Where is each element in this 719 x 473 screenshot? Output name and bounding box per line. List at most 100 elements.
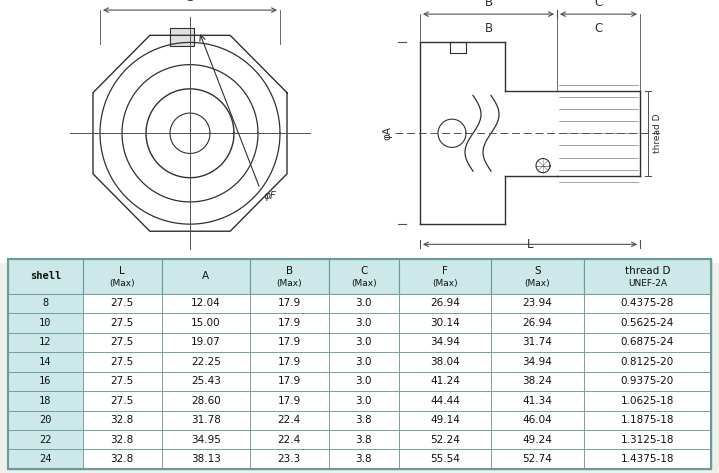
- Text: 22.4: 22.4: [278, 415, 301, 425]
- Bar: [329, 333, 399, 352]
- Bar: [584, 449, 711, 469]
- Text: (Max): (Max): [432, 280, 458, 289]
- Text: 27.5: 27.5: [111, 376, 134, 386]
- Text: 16: 16: [39, 376, 52, 386]
- Bar: [491, 430, 584, 449]
- Bar: [83, 313, 162, 333]
- Text: UNEF-2A: UNEF-2A: [628, 280, 667, 289]
- Text: 27.5: 27.5: [111, 357, 134, 367]
- Bar: [249, 430, 329, 449]
- Bar: [8, 371, 83, 391]
- Text: 0.4375-28: 0.4375-28: [620, 298, 674, 308]
- Bar: [399, 391, 491, 411]
- Bar: [162, 411, 249, 430]
- Bar: [83, 430, 162, 449]
- Bar: [8, 430, 83, 449]
- Bar: [584, 411, 711, 430]
- Text: shell: shell: [29, 272, 61, 281]
- Bar: [8, 333, 83, 352]
- Bar: [329, 449, 399, 469]
- Bar: [491, 449, 584, 469]
- Text: 0.9375-20: 0.9375-20: [620, 376, 674, 386]
- Text: 17.9: 17.9: [278, 298, 301, 308]
- Bar: [491, 333, 584, 352]
- Text: 17.9: 17.9: [278, 318, 301, 328]
- Text: 0.8125-20: 0.8125-20: [620, 357, 674, 367]
- Bar: [249, 294, 329, 313]
- Text: 30.14: 30.14: [430, 318, 460, 328]
- Text: 34.95: 34.95: [191, 435, 221, 445]
- Bar: [399, 371, 491, 391]
- Text: B: B: [485, 0, 493, 9]
- Bar: [491, 352, 584, 371]
- Text: 12: 12: [39, 337, 52, 347]
- Bar: [329, 313, 399, 333]
- Text: 10: 10: [39, 318, 52, 328]
- Bar: [8, 411, 83, 430]
- Text: 15.00: 15.00: [191, 318, 221, 328]
- Bar: [162, 371, 249, 391]
- Text: 0.5625-24: 0.5625-24: [620, 318, 674, 328]
- Text: 19.07: 19.07: [191, 337, 221, 347]
- Bar: [329, 294, 399, 313]
- Bar: [491, 294, 584, 313]
- Text: L: L: [119, 266, 125, 276]
- Text: 31.78: 31.78: [191, 415, 221, 425]
- Text: 3.8: 3.8: [356, 435, 372, 445]
- Text: 3.0: 3.0: [356, 337, 372, 347]
- Text: 38.24: 38.24: [523, 376, 552, 386]
- Bar: [399, 411, 491, 430]
- Bar: [249, 371, 329, 391]
- Text: 23.94: 23.94: [523, 298, 552, 308]
- Text: F: F: [442, 266, 448, 276]
- Text: 49.24: 49.24: [523, 435, 552, 445]
- Bar: [83, 294, 162, 313]
- Text: 26.94: 26.94: [523, 318, 552, 328]
- Bar: [399, 333, 491, 352]
- Text: (Max): (Max): [351, 280, 377, 289]
- Bar: [162, 259, 249, 294]
- Text: 3.0: 3.0: [356, 357, 372, 367]
- Text: 3.8: 3.8: [356, 454, 372, 464]
- Text: 27.5: 27.5: [111, 337, 134, 347]
- Bar: [8, 449, 83, 469]
- Bar: [399, 294, 491, 313]
- Bar: [249, 391, 329, 411]
- Text: 41.24: 41.24: [430, 376, 460, 386]
- Text: L: L: [527, 238, 533, 252]
- Text: 28.60: 28.60: [191, 396, 221, 406]
- Text: S: S: [534, 266, 541, 276]
- Text: 31.74: 31.74: [523, 337, 552, 347]
- Text: S: S: [186, 0, 193, 4]
- Text: 20: 20: [39, 415, 52, 425]
- Bar: [399, 313, 491, 333]
- Bar: [491, 391, 584, 411]
- Text: 25.43: 25.43: [191, 376, 221, 386]
- Text: φA: φA: [382, 126, 392, 140]
- Bar: [584, 259, 711, 294]
- Text: 46.04: 46.04: [523, 415, 552, 425]
- Bar: [329, 371, 399, 391]
- Text: (Max): (Max): [276, 280, 302, 289]
- Bar: [249, 352, 329, 371]
- Bar: [249, 313, 329, 333]
- Text: 3.0: 3.0: [356, 376, 372, 386]
- Text: 1.4375-18: 1.4375-18: [620, 454, 674, 464]
- Text: 32.8: 32.8: [111, 435, 134, 445]
- Text: 22.25: 22.25: [191, 357, 221, 367]
- Text: 26.94: 26.94: [430, 298, 460, 308]
- Text: 41.34: 41.34: [523, 396, 552, 406]
- Text: 3.0: 3.0: [356, 396, 372, 406]
- Text: 34.94: 34.94: [430, 337, 460, 347]
- Text: 27.5: 27.5: [111, 298, 134, 308]
- Bar: [83, 449, 162, 469]
- Text: C: C: [595, 0, 603, 9]
- Text: 38.13: 38.13: [191, 454, 221, 464]
- Text: 1.3125-18: 1.3125-18: [620, 435, 674, 445]
- Bar: [8, 391, 83, 411]
- Bar: [162, 333, 249, 352]
- Text: 17.9: 17.9: [278, 396, 301, 406]
- Text: 8: 8: [42, 298, 48, 308]
- Bar: [329, 430, 399, 449]
- Bar: [162, 391, 249, 411]
